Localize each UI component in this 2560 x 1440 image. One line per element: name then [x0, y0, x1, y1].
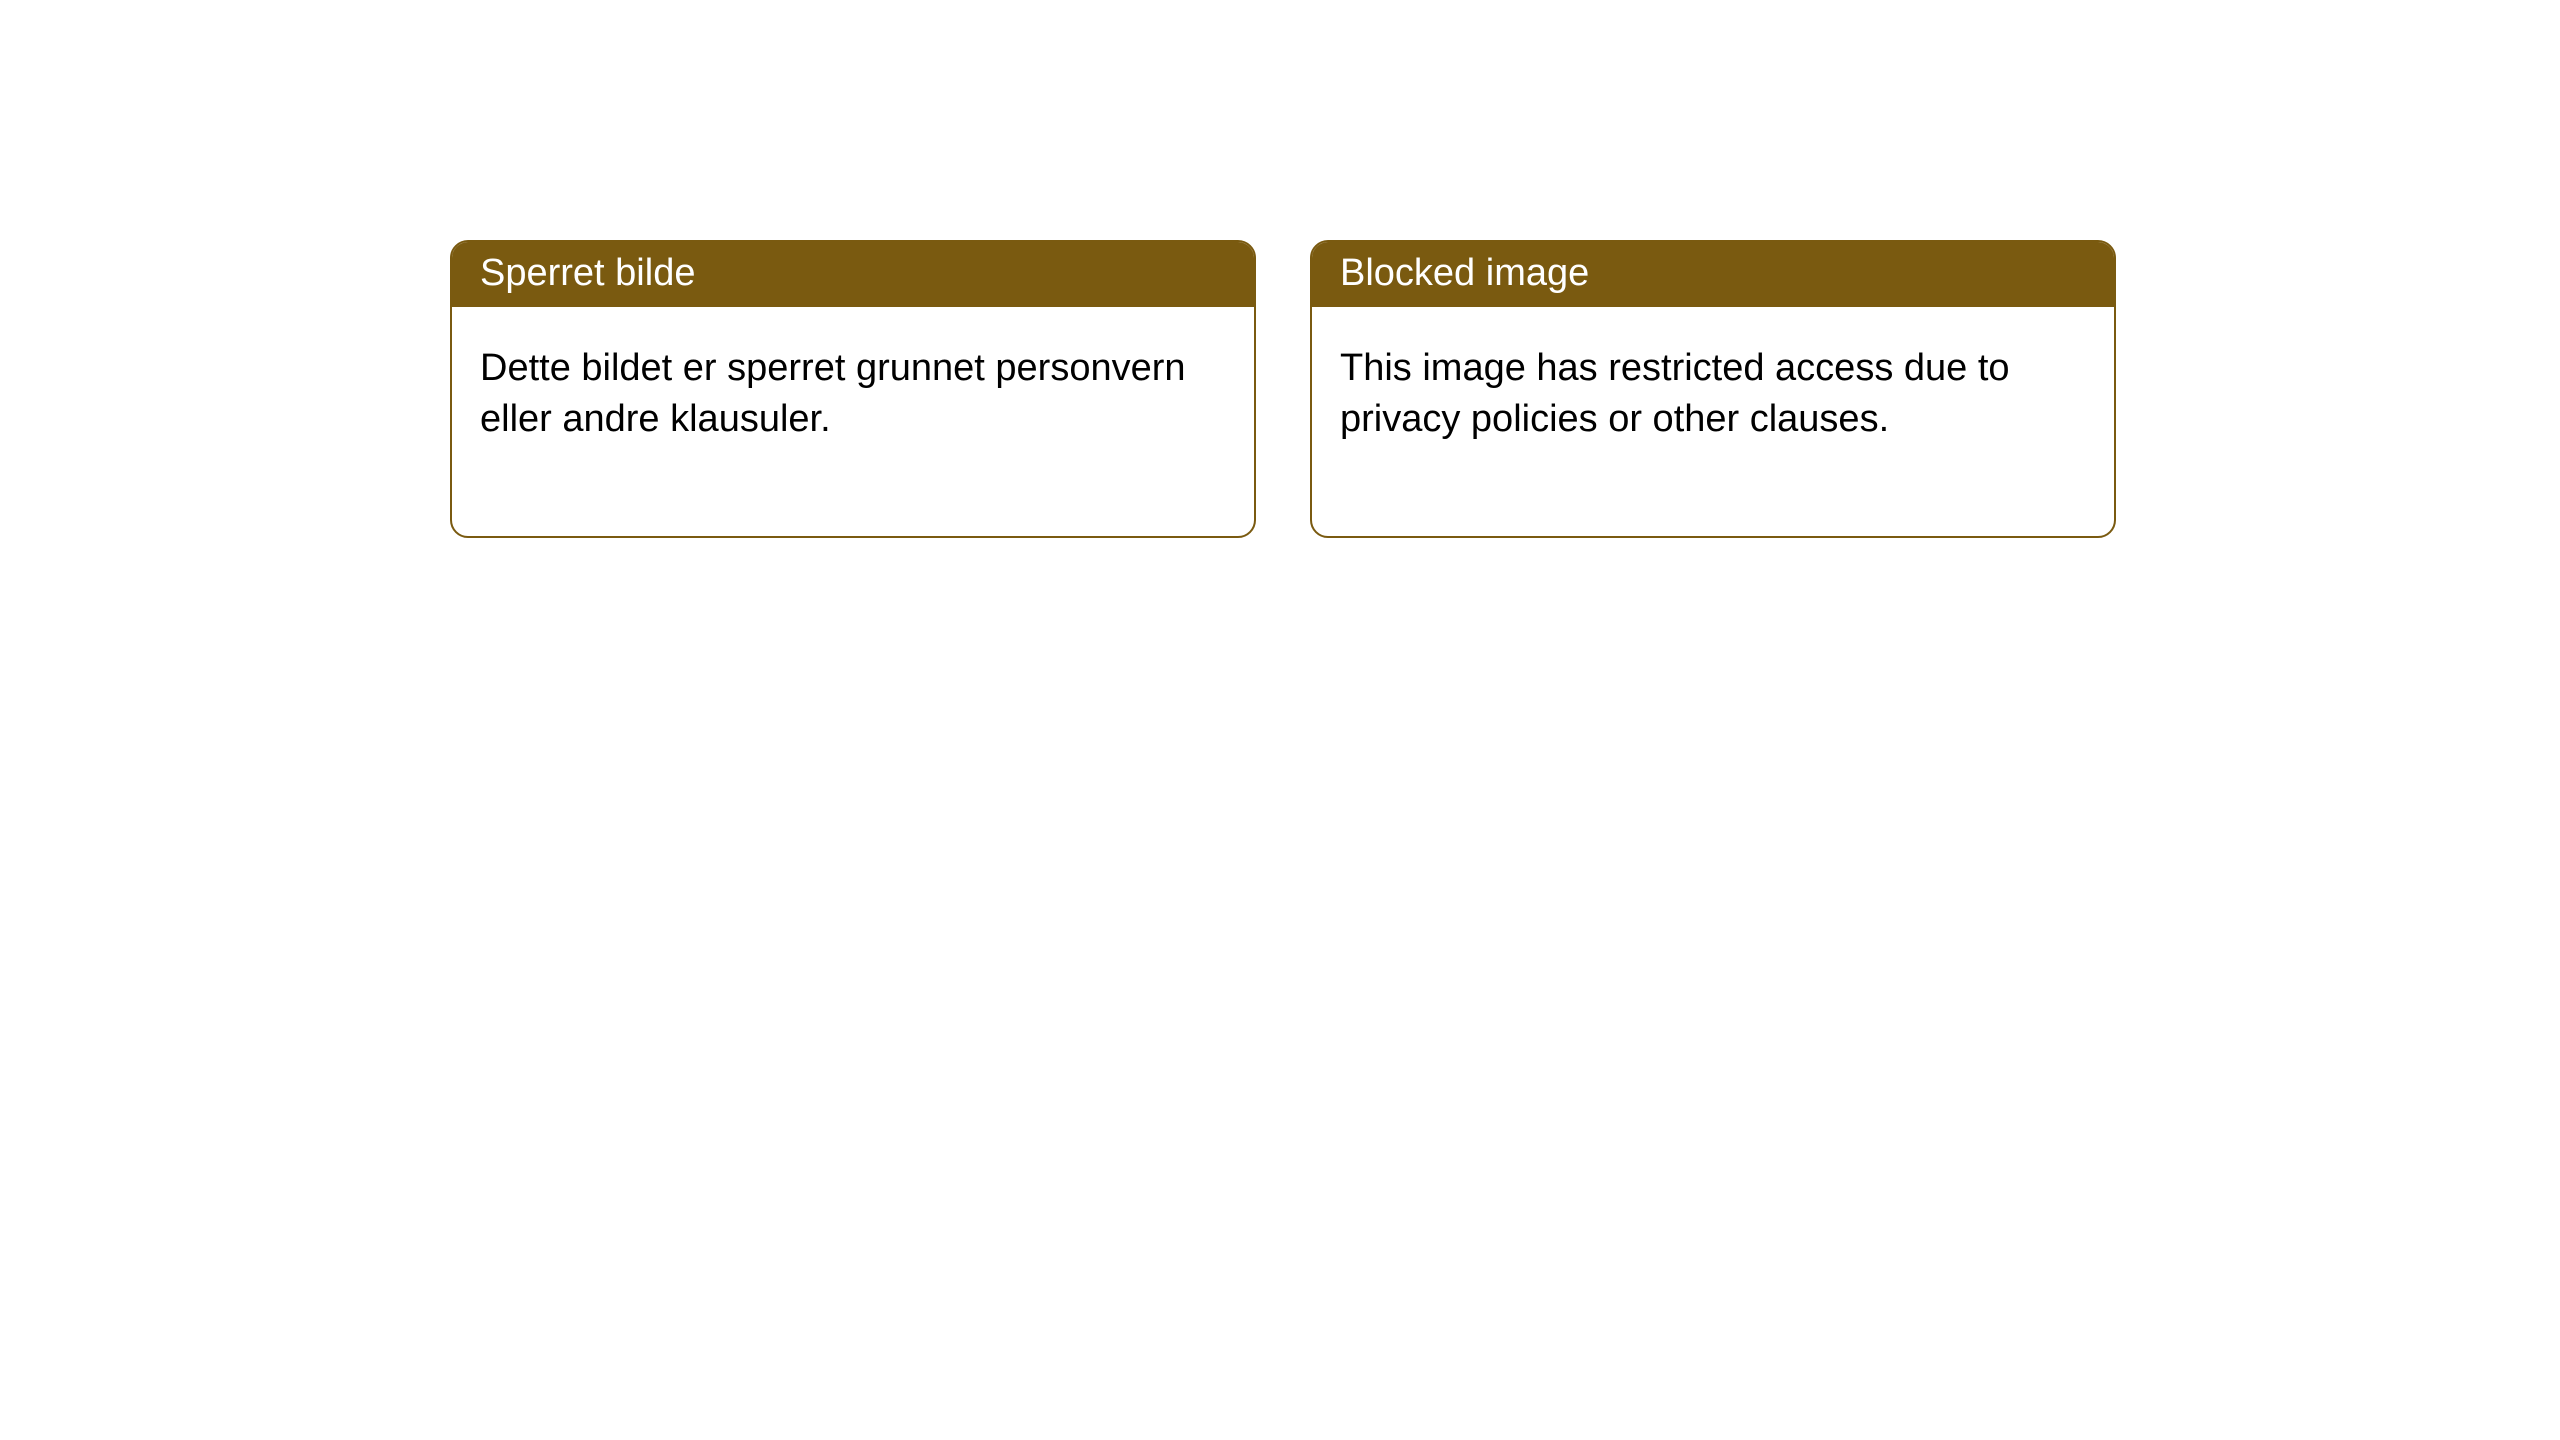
notice-card-english: Blocked image This image has restricted …: [1310, 240, 2116, 538]
notice-card-norwegian: Sperret bilde Dette bildet er sperret gr…: [450, 240, 1256, 538]
notice-body: Dette bildet er sperret grunnet personve…: [452, 307, 1254, 536]
notice-header: Blocked image: [1312, 242, 2114, 307]
notice-header: Sperret bilde: [452, 242, 1254, 307]
notice-body: This image has restricted access due to …: [1312, 307, 2114, 536]
notice-container: Sperret bilde Dette bildet er sperret gr…: [0, 0, 2560, 538]
